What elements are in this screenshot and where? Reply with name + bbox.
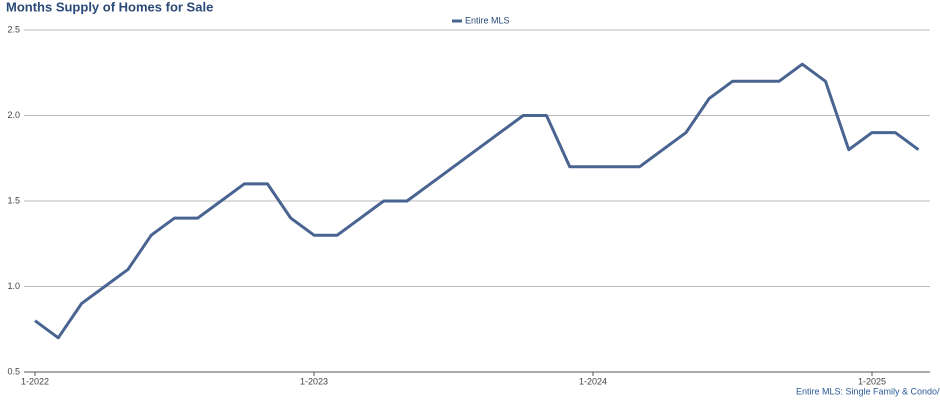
line-series bbox=[34, 62, 920, 340]
y-tick-label: 1.0 bbox=[7, 281, 20, 291]
x-tick-label: 1-2024 bbox=[579, 376, 607, 386]
y-tick-label: 0.5 bbox=[7, 366, 20, 376]
legend-label: Entire MLS bbox=[465, 15, 510, 25]
chart-title: Months Supply of Homes for Sale bbox=[6, 0, 213, 14]
x-tick-label: 1-2022 bbox=[21, 376, 49, 386]
y-tick-label: 1.5 bbox=[7, 195, 20, 205]
x-tick-label: 1-2023 bbox=[300, 376, 328, 386]
y-tick-label: 2.0 bbox=[7, 110, 20, 120]
y-tick-label: 2.5 bbox=[7, 24, 20, 34]
footnote: Entire MLS: Single Family & Condo/Town bbox=[796, 386, 940, 396]
x-tick-label: 1-2025 bbox=[858, 376, 886, 386]
